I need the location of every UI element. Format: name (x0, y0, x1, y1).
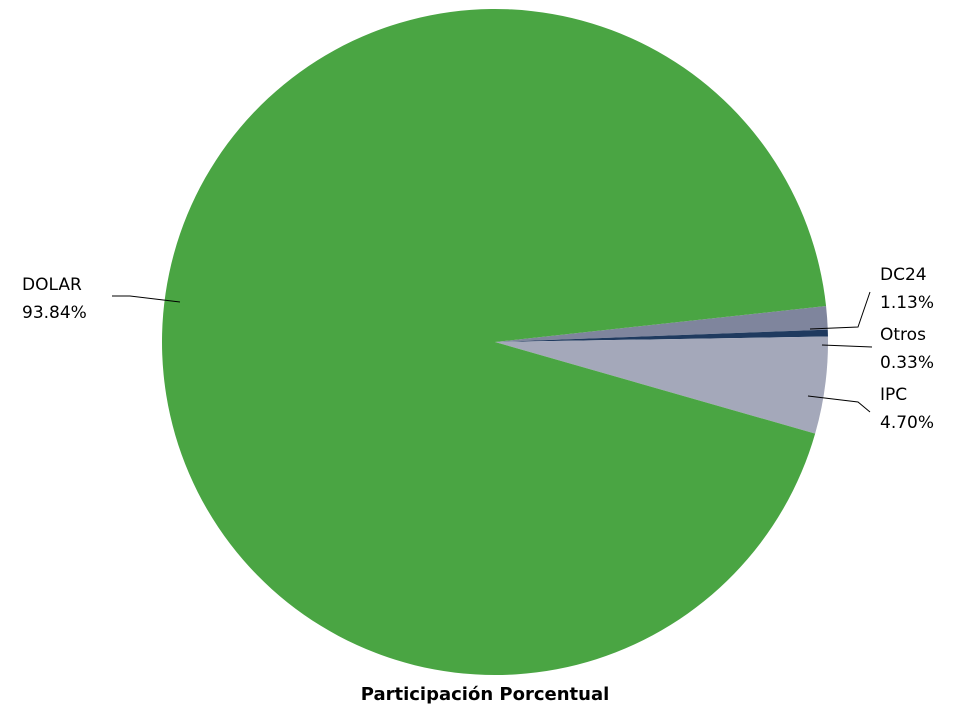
pie-slice-dolar (161, 9, 827, 676)
leader-line-dolar (112, 295, 181, 303)
slice-value-label-otros: 0.33% (880, 353, 934, 373)
pie-slice-dc24 (495, 306, 828, 342)
chart-title: Participación Porcentual (361, 684, 610, 705)
leader-line-dc24 (809, 291, 871, 330)
leader-lines (112, 291, 873, 413)
slice-label-otros: Otros (880, 325, 926, 345)
slice-value-label-ipc: 4.70% (880, 413, 934, 433)
pie-slice-otros (495, 329, 828, 342)
leader-line-ipc (807, 395, 871, 413)
slice-label-dolar: DOLAR (22, 275, 82, 295)
slice-value-label-dolar: 93.84% (22, 303, 87, 323)
slice-label-dc24: DC24 (880, 265, 927, 285)
leader-line-otros (821, 344, 873, 348)
pie-slices (161, 9, 828, 676)
pie-slice-ipc (495, 336, 828, 434)
slice-label-ipc: IPC (880, 385, 907, 405)
slice-labels: DC24 1.13% Otros 0.33% IPC 4.70% DOLAR 93.84% (22, 265, 934, 433)
slice-value-label-dc24: 1.13% (880, 293, 934, 313)
